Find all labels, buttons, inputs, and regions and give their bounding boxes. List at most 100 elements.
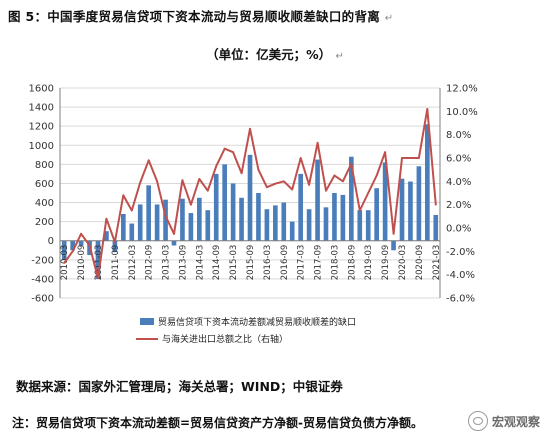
y-right-tick-label: 10.0% [446,107,478,118]
bar [323,207,329,241]
bar [104,231,109,241]
line-point [71,250,74,253]
bar [95,240,101,279]
y-left-tick-label: -400 [31,274,54,285]
title-return-mark: ↵ [384,13,394,24]
bar [163,199,168,241]
right-axis: 12.0% 10.0% 8.0% 6.0% 4.0% 2.0% 0.0% -2.0% -4.0%… [439,84,478,305]
legend-line-label: 与海关进出口总额之比（右轴） [162,333,288,345]
line-point [392,232,395,235]
y-right-tick-label: 2.0% [446,200,471,211]
y-left-tick-label: 0 [48,236,54,247]
bar [281,202,287,241]
bar [399,178,405,241]
y-left-tick-label: 1000 [29,141,54,152]
y-left-tick-label: 600 [35,179,54,190]
figure-title-text: 图 5：中国季度贸易信贷项下资本流动与贸易顺收顺差缺口的背离 [8,9,381,24]
line-point [384,151,387,154]
bar [230,183,236,241]
y-left-tick-label: 200 [35,217,54,228]
line-point [113,241,116,243]
line-point [232,151,235,154]
bar [382,162,388,241]
line-point [341,180,344,183]
watermark-text: 宏观观察 [491,414,540,429]
figure-unit: （单位：亿美元；%） ↵ [0,44,550,63]
legend-bar-swatch [140,318,154,325]
bar [391,240,396,251]
line-point [274,182,277,185]
bar [332,193,337,241]
unit-return-mark: ↵ [335,51,344,62]
line-point [417,157,420,159]
bar [315,159,320,241]
y-left-tick-label: 400 [35,198,54,209]
y-left-tick-label: 800 [35,160,54,171]
x-tick-label: 2017-03 [297,245,307,281]
x-tick-label: 2020-09 [415,245,425,281]
x-tick-label: 2010-09 [77,245,87,281]
y-left-tick-label: 1400 [29,103,54,114]
bar [205,210,211,241]
bar [180,198,185,241]
x-tick-label: 2012-09 [145,245,155,281]
bar [171,240,177,246]
x-tick-label: 2020-03 [398,245,408,281]
bar [137,204,143,241]
y-left-tick-label: -200 [31,255,54,266]
line-point [223,147,226,150]
line-point [173,232,175,235]
line-point [375,174,378,177]
bar [78,240,84,246]
line-point [265,186,268,189]
bar [61,240,67,260]
bar [264,209,270,241]
line-point [156,180,159,183]
figure-title: 图 5：中国季度贸易信贷项下资本流动与贸易顺收顺差缺口的背离 ↵ [8,6,393,25]
line-point [139,181,142,184]
line-point [122,194,125,197]
bar [154,204,160,241]
line-point [130,209,133,212]
y-left-tick-label: 1200 [29,122,54,133]
data-source: 数据来源：国家外汇管理局；海关总署；WIND；中银证券 [16,379,343,394]
line-point [308,183,311,186]
bar [349,156,354,241]
y-right-tick-label: 0.0% [446,224,471,235]
x-tick-label: 2019-09 [381,245,391,281]
bar [298,173,303,241]
bar [289,221,295,241]
y-right-tick-label: 6.0% [446,154,471,165]
bar [129,223,135,241]
x-tick-label: 2018-03 [330,245,340,281]
bar [306,209,312,241]
x-tick-label: 2019-03 [364,245,374,281]
line-point [80,232,83,235]
line-point [63,262,66,264]
line-point [316,141,319,144]
line-point [401,157,403,159]
y-left-tick-label: -600 [31,294,54,305]
bar-series [61,124,439,279]
line-point [206,189,209,192]
bar [425,124,430,241]
y-right-tick-label: -4.0% [446,270,475,281]
y-right-tick-label: 4.0% [446,177,471,188]
bar [273,205,278,241]
footnote: 注：贸易信贷项下资本流动差额=贸易信贷资产方净额-贸易信贷负债方净额。 [12,416,424,430]
line-point [181,179,184,182]
x-tick-label: 2016-03 [263,245,273,281]
line-point [189,203,192,206]
line-point [291,188,294,191]
bar [197,197,202,241]
bar [365,210,371,241]
x-tick-label: 2011-09 [111,245,121,281]
line-point [299,157,302,159]
bar [340,194,346,241]
bar [408,181,413,241]
x-tick-label: 2015-09 [246,245,256,281]
line-point [426,108,429,110]
line-point [434,203,437,206]
line-point [105,217,108,220]
bar [239,197,244,241]
